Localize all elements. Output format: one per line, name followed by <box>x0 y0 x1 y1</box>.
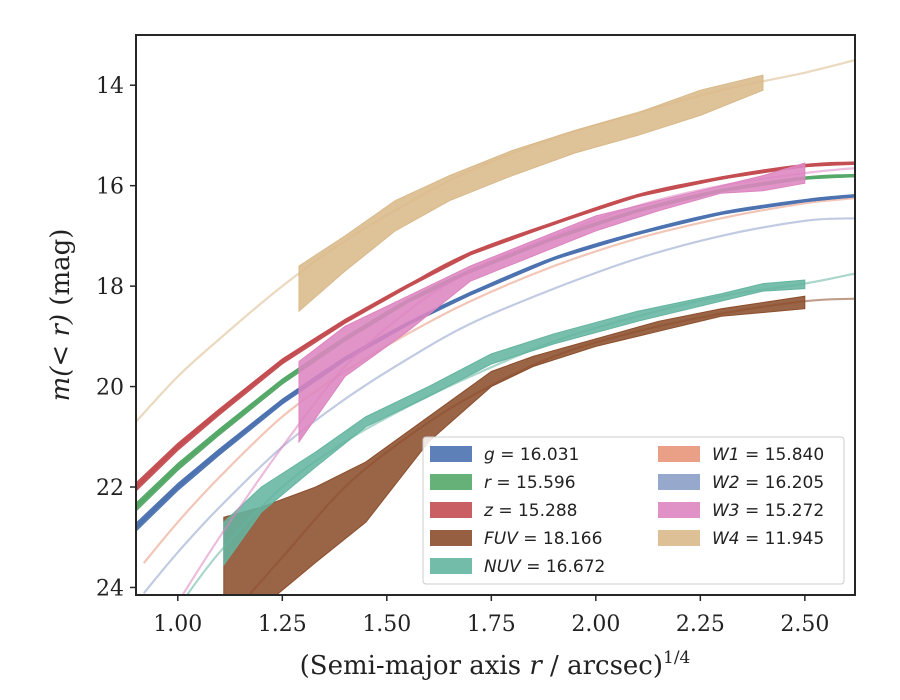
profile-band-w3 <box>298 162 806 444</box>
legend-entry-fuv: FUV = 18.166 <box>430 529 602 549</box>
legend: g = 16.031 r = 15.596 z = 15.288 FUV = 18.1… <box>422 436 845 585</box>
x-tick-label: 1.00 <box>153 612 202 637</box>
plot-frame <box>135 34 856 596</box>
legend-label: FUV = 18.166 <box>484 529 602 549</box>
x-tick-label: 2.50 <box>780 612 829 637</box>
x-axis-label: (Semi-major axis r / arcsec)1/4 <box>300 648 691 681</box>
legend-label: z = 15.288 <box>483 501 577 521</box>
legend-label: NUV = 16.672 <box>484 557 605 577</box>
series-fuv <box>223 295 855 595</box>
legend-swatch <box>658 530 700 546</box>
y-tick-label: 16 <box>96 175 124 200</box>
series-w3 <box>181 162 855 595</box>
y-tick-label: 22 <box>96 476 124 501</box>
profile-band-nuv <box>223 279 806 567</box>
profile-band-z <box>136 161 855 492</box>
series-w1 <box>143 197 855 564</box>
model-curve-w4 <box>136 59 855 423</box>
y-tick-label: 14 <box>96 74 124 99</box>
legend-label: r = 15.596 <box>484 473 576 493</box>
legend-swatch <box>658 502 700 518</box>
legend-swatch <box>430 558 472 574</box>
x-tick-label: 1.75 <box>467 612 516 637</box>
series-nuv <box>185 272 855 595</box>
series-w4 <box>136 59 855 423</box>
legend-entries: g = 16.031 r = 15.596 z = 15.288 FUV = 18.1… <box>430 445 824 577</box>
legend-label: W1 = 15.840 <box>712 445 824 465</box>
y-axis-ticks: 14 16 18 20 22 24 <box>96 74 136 601</box>
legend-entry-w4: W4 = 11.945 <box>658 529 824 549</box>
legend-swatch <box>430 530 472 546</box>
model-curve-w1 <box>143 197 855 564</box>
legend-swatch <box>430 474 472 490</box>
profile-band-fuv <box>223 295 806 595</box>
legend-entry-w3: W3 = 15.272 <box>658 501 824 521</box>
legend-label: g = 16.031 <box>484 445 579 465</box>
y-axis-label: m(< r) (mag) <box>46 229 76 402</box>
legend-label: W3 = 15.272 <box>712 501 824 521</box>
legend-box <box>422 436 845 585</box>
y-tick-label: 18 <box>96 275 124 300</box>
x-tick-label: 1.50 <box>362 612 411 637</box>
legend-entry-r: r = 15.596 <box>430 473 576 493</box>
legend-entry-nuv: NUV = 16.672 <box>430 557 605 577</box>
series-w2 <box>143 217 855 594</box>
x-tick-label: 2.25 <box>676 612 725 637</box>
model-curve-w2 <box>143 217 855 594</box>
x-tick-label: 2.00 <box>571 612 620 637</box>
series-layer <box>136 59 855 595</box>
legend-swatch <box>658 474 700 490</box>
legend-swatch <box>430 446 472 462</box>
legend-entry-z: z = 15.288 <box>430 501 577 521</box>
legend-entry-w2: W2 = 16.205 <box>658 473 824 493</box>
y-tick-label: 24 <box>96 576 124 601</box>
x-tick-label: 1.25 <box>258 612 307 637</box>
x-axis-ticks: 1.00 1.25 1.50 1.75 2.00 2.25 2.50 <box>153 595 829 637</box>
legend-swatch <box>658 446 700 462</box>
series-z <box>136 161 855 492</box>
legend-label: W4 = 11.945 <box>712 529 824 549</box>
legend-entry-w1: W1 = 15.840 <box>658 445 824 465</box>
legend-entry-g: g = 16.031 <box>430 445 579 465</box>
profile-band-w4 <box>298 74 764 313</box>
y-tick-label: 20 <box>96 376 124 401</box>
legend-label: W2 = 16.205 <box>712 473 824 493</box>
legend-swatch <box>430 502 472 518</box>
